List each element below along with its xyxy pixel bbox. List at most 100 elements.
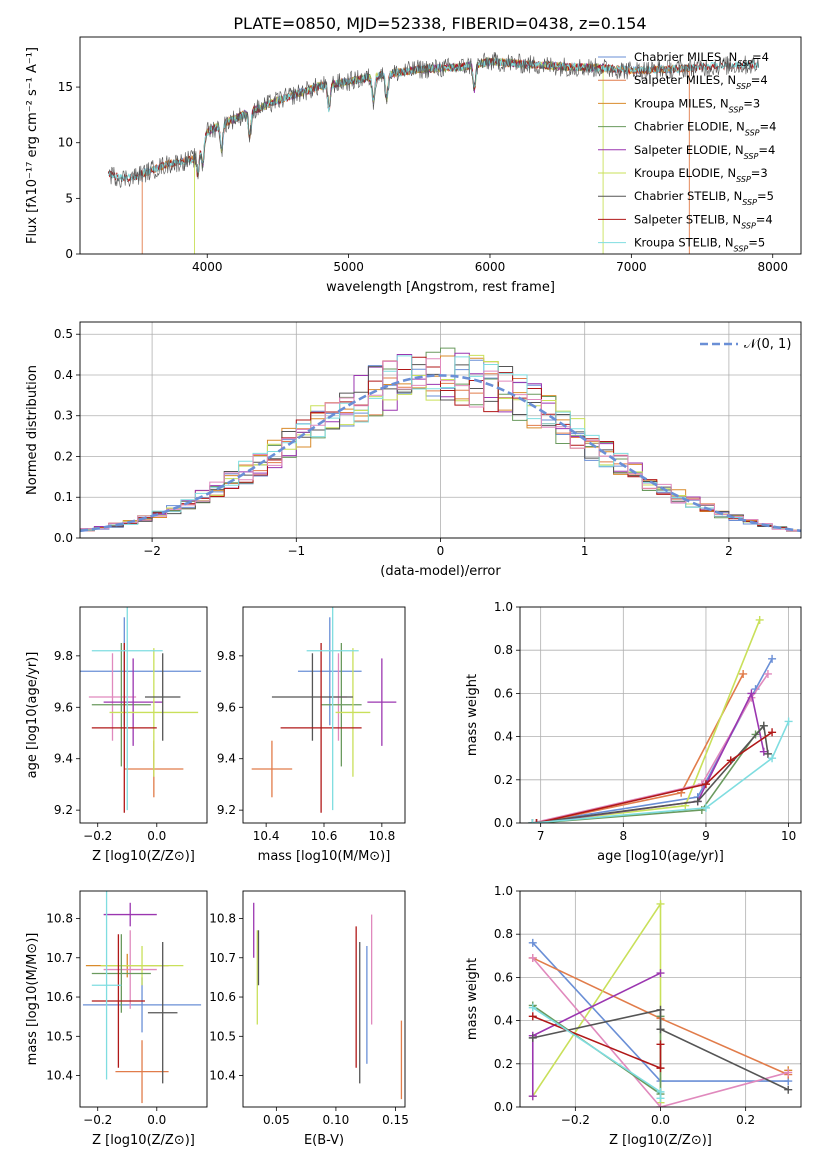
legend-label: Salpeter MILES, NSSP=4 [634, 73, 768, 91]
plot-area [80, 347, 801, 534]
series-marker [755, 615, 764, 624]
panel-2: −2 −1 0 1 2 0.0 0.1 0.2 0.3 0.4 0.5 (data-model)/er… [25, 321, 802, 579]
y-tick-label: 10 [58, 136, 73, 150]
y-tick-label: 0.4 [54, 368, 73, 382]
series-marker [656, 969, 665, 978]
plot-area [528, 899, 793, 1107]
series-marker [768, 754, 777, 763]
y-tick-label: 0.0 [54, 531, 73, 545]
y-tick-label: 0.2 [494, 773, 513, 787]
legend-label: Kroupa ELODIE, NSSP=3 [634, 166, 768, 184]
y-tick-label: 10.4 [209, 1069, 236, 1083]
x-tick-label: 0.15 [382, 1113, 409, 1127]
legend-label: Salpeter ELODIE, NSSP=4 [634, 143, 775, 161]
panel-7: 0.05 0.10 0.15 10.4 10.5 10.6 10.7 10.8 E(B-V) [209, 890, 409, 1148]
series-marker [784, 717, 793, 726]
series-line [536, 731, 773, 823]
series-marker [528, 1033, 537, 1042]
series-marker [759, 721, 768, 730]
axes-frame [242, 890, 406, 1108]
y-tick-label: 0.0 [494, 1100, 513, 1114]
x-axis-label: (data-model)/error [380, 564, 501, 579]
x-tick-label: 0.0 [147, 1113, 166, 1127]
series-marker [739, 669, 748, 678]
y-tick-label: 0.8 [494, 927, 513, 941]
series-marker [768, 728, 777, 737]
series-line [536, 673, 744, 823]
series-marker [656, 1040, 665, 1049]
spectrum-line [194, 56, 604, 254]
legend-label: 𝒩(0, 1) [744, 337, 791, 352]
y-tick-label: 9.4 [217, 752, 236, 766]
y-tick-label: 0.6 [494, 970, 513, 984]
x-tick-label: −1 [287, 544, 305, 558]
x-tick-label: 8000 [757, 260, 788, 274]
y-tick-label: 10.4 [46, 1069, 73, 1083]
y-tick-label: 5 [65, 191, 73, 205]
y-tick-label: 0.1 [54, 490, 73, 504]
y-tick-label: 0 [65, 247, 73, 261]
legend-label: Salpeter STELIB, NSSP=4 [634, 212, 773, 230]
axes-frame [519, 606, 802, 824]
series-line [532, 1008, 789, 1091]
legend-label: Chabrier ELODIE, NSSP=4 [634, 120, 776, 138]
y-axis-label: age [log10(age/yr)] [25, 652, 40, 779]
y-tick-label: 15 [58, 80, 73, 94]
x-tick-label: 9 [702, 829, 710, 843]
y-tick-label: 0.6 [494, 686, 513, 700]
x-tick-label: −0.2 [83, 1113, 112, 1127]
series-marker [726, 756, 735, 765]
x-axis-label: Z [log10(Z/Z⊙)] [92, 849, 195, 864]
panel-8: −0.2 0.0 0.2 0.0 0.2 0.4 0.6 0.8 1.0 Z [log10(Z/Z… [465, 884, 802, 1148]
series-marker [656, 899, 665, 908]
plot-area [82, 891, 202, 1104]
x-axis-label: mass [log10(M/M⊙)] [258, 849, 391, 864]
y-tick-label: 9.2 [54, 803, 73, 817]
axes-frame [242, 606, 406, 824]
x-tick-label: 0.05 [263, 1113, 290, 1127]
x-axis-label: Z [log10(Z/Z⊙)] [609, 1133, 712, 1148]
spectrum-line [141, 56, 690, 177]
plot-area [80, 607, 202, 813]
axes-frame [79, 890, 208, 1108]
plot-area [253, 902, 403, 1100]
x-tick-label: 7 [537, 829, 545, 843]
legend-label: Chabrier MILES, NSSP=4 [634, 50, 769, 68]
y-tick-label: 0.2 [54, 449, 73, 463]
x-tick-label: 10 [781, 829, 796, 843]
y-tick-label: 9.8 [54, 649, 73, 663]
series-marker [656, 1094, 665, 1103]
legend-label: Chabrier STELIB, NSSP=5 [634, 189, 774, 207]
series-marker [693, 797, 702, 806]
axes-frame [79, 606, 208, 824]
x-tick-label: 10.8 [368, 829, 395, 843]
series-line [532, 901, 662, 1103]
series-marker [768, 654, 777, 663]
series-marker [784, 1085, 793, 1094]
series-marker [528, 819, 537, 823]
y-tick-label: 0.4 [494, 730, 513, 744]
y-tick-label: 0.5 [54, 327, 73, 341]
x-tick-label: 0.0 [147, 829, 166, 843]
legend-label: Kroupa STELIB, NSSP=5 [634, 236, 765, 254]
y-tick-label: 0.3 [54, 409, 73, 423]
plot-area [528, 615, 793, 823]
y-tick-label: 10.6 [46, 990, 73, 1004]
y-tick-label: 9.4 [54, 752, 73, 766]
series-marker [528, 1003, 537, 1012]
axes-frame [79, 321, 802, 539]
series-marker [784, 1068, 793, 1077]
y-tick-label: 0.4 [494, 1014, 513, 1028]
panel-1: 4000 5000 6000 7000 8000 0 5 10 15 wavelength [An… [25, 36, 802, 295]
series-marker [528, 1012, 537, 1021]
x-tick-label: 10.6 [311, 829, 338, 843]
series-line [536, 690, 765, 823]
axes-frame [519, 890, 802, 1108]
x-tick-label: 0.10 [323, 1113, 350, 1127]
x-axis-label: age [log10(age/yr)] [597, 849, 724, 864]
y-tick-label: 10.7 [209, 951, 236, 965]
series-marker [656, 1103, 665, 1107]
x-tick-label: 1 [581, 544, 589, 558]
spectrum-line [141, 57, 690, 254]
